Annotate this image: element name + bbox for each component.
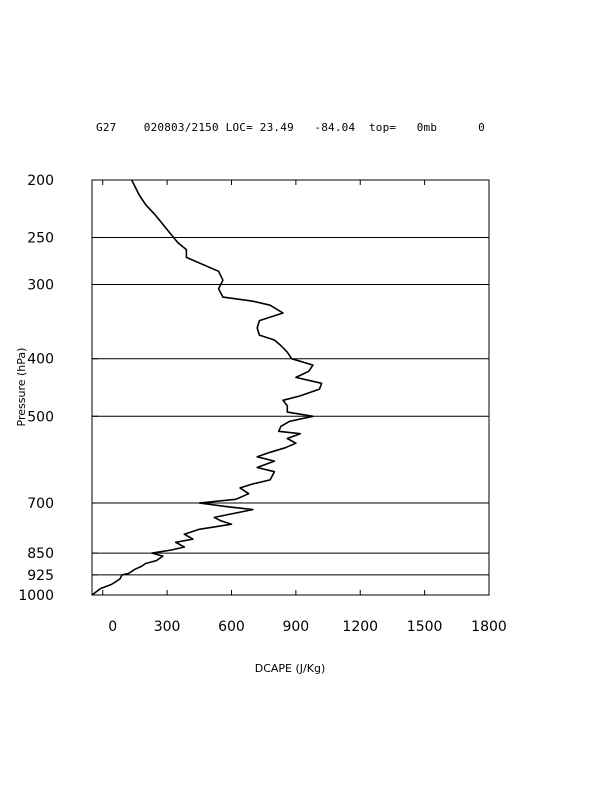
x-tick-label: 1500 xyxy=(407,619,443,635)
top-label: top= xyxy=(368,121,397,134)
x-tick-label: 300 xyxy=(154,619,181,635)
trailing-value: 0 xyxy=(478,121,485,134)
x-tick-label: 1800 xyxy=(471,619,507,635)
y-tick-label: 1000 xyxy=(18,588,54,604)
y-tick-label: 500 xyxy=(27,409,54,425)
station-id: G27 xyxy=(96,121,117,134)
y-tick-label: 925 xyxy=(27,568,54,584)
x-tick-label: 0 xyxy=(108,619,117,635)
x-tick-label: 900 xyxy=(282,619,309,635)
longitude: -84.04 xyxy=(314,121,356,134)
x-tick-label: 600 xyxy=(218,619,245,635)
y-tick-label: 250 xyxy=(27,231,54,247)
y-tick-label: 300 xyxy=(27,278,54,294)
chart-header: G27 020803/2150 LOC= 23.49 -84.04 top= 0… xyxy=(96,121,485,134)
y-axis-label: Pressure (hPa) xyxy=(15,348,28,427)
datetime: 020803/2150 xyxy=(143,121,219,134)
plot-frame xyxy=(91,179,490,596)
x-axis: 0 300 600 900 1200 1500 1800 xyxy=(102,180,507,635)
y-axis: 200 250 300 400 500 700 850 925 1000 xyxy=(18,173,98,604)
latitude: 23.49 xyxy=(259,121,294,134)
y-tick-label: 850 xyxy=(27,546,54,562)
y-tick-label: 200 xyxy=(27,173,54,189)
gridlines xyxy=(92,237,489,576)
x-axis-label: DCAPE (J/Kg) xyxy=(255,662,326,675)
x-tick-label: 1200 xyxy=(342,619,378,635)
top-value: 0mb xyxy=(416,121,438,134)
loc-label: LOC= xyxy=(225,121,253,134)
y-tick-label: 700 xyxy=(27,496,54,512)
series-group xyxy=(91,179,323,596)
dcape-profile-line xyxy=(91,179,323,596)
y-tick-label: 400 xyxy=(27,352,54,368)
